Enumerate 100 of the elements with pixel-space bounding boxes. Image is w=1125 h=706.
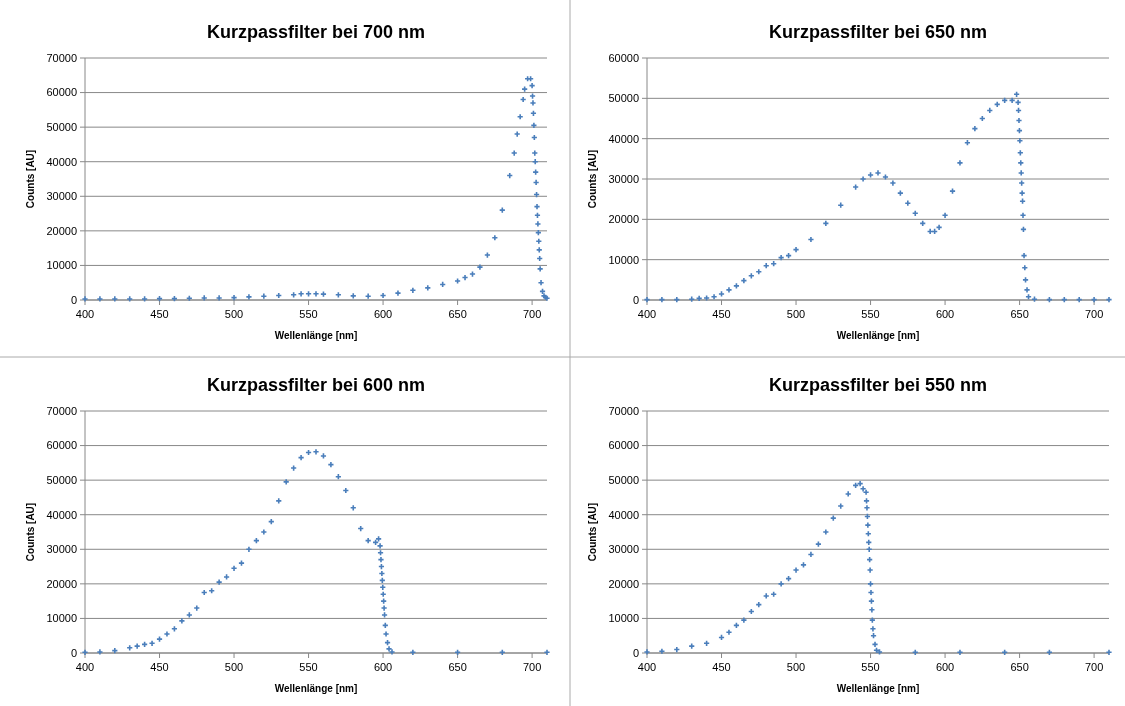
y-tick-label: 20000 — [608, 577, 639, 590]
x-tick-label: 400 — [637, 308, 657, 320]
x-tick-label: 450 — [712, 661, 731, 673]
y-axis-title: Counts [AU] — [587, 149, 598, 209]
x-tick-label: 700 — [1084, 661, 1104, 673]
x-axis-title: Wellenlänge [nm] — [274, 330, 358, 341]
point — [863, 504, 871, 512]
x-tick-label: 550 — [299, 661, 318, 673]
y-tick-label: 20000 — [608, 213, 639, 226]
x-tick-label: 450 — [150, 308, 169, 320]
point — [380, 604, 388, 612]
point — [96, 648, 104, 656]
y-tick-label: 30000 — [46, 190, 77, 203]
y-axis-title: Counts [AU] — [25, 149, 36, 209]
y-tick-label: 50000 — [46, 120, 77, 133]
point — [792, 566, 800, 574]
y-tick-label: 40000 — [608, 132, 639, 145]
y-tick-label: 20000 — [46, 577, 77, 590]
y-tick-label: 60000 — [608, 439, 639, 452]
y-axis-title: Counts [AU] — [587, 502, 598, 562]
point — [725, 628, 733, 636]
chart-title: Kurzpassfilter bei 700 nm — [206, 22, 426, 42]
x-tick-label: 600 — [373, 308, 393, 320]
point — [275, 497, 283, 505]
point — [126, 644, 134, 652]
y-tick-label: 60000 — [46, 86, 77, 99]
point — [282, 478, 290, 486]
x-tick-label: 550 — [861, 661, 880, 673]
point — [215, 578, 223, 586]
y-tick-label: 0 — [632, 646, 639, 659]
y-tick-label: 70000 — [46, 51, 77, 64]
point — [260, 528, 268, 536]
x-axis-title: Wellenlänge [nm] — [274, 683, 358, 694]
x-axis-title: Wellenlänge [nm] — [836, 683, 920, 694]
point — [829, 514, 837, 522]
y-axis-title: Counts [AU] — [25, 502, 36, 562]
y-tick-label: 10000 — [608, 253, 639, 266]
x-tick-label: 650 — [1010, 661, 1029, 673]
y-tick-label: 40000 — [46, 508, 77, 521]
x-tick-label: 500 — [786, 661, 806, 673]
point — [382, 630, 390, 638]
y-tick-label: 60000 — [608, 51, 639, 64]
point — [133, 642, 141, 650]
point — [844, 490, 852, 498]
chart-title: Kurzpassfilter bei 550 nm — [768, 375, 988, 395]
point — [193, 604, 201, 612]
y-tick-label: 0 — [70, 646, 77, 659]
point — [658, 647, 666, 655]
x-tick-label: 650 — [448, 661, 467, 673]
point — [163, 630, 171, 638]
x-tick-label: 650 — [1010, 308, 1029, 320]
point — [376, 542, 384, 550]
y-tick-label: 10000 — [46, 259, 77, 272]
x-tick-label: 700 — [522, 308, 542, 320]
x-tick-label: 700 — [1084, 308, 1104, 320]
y-tick-label: 40000 — [46, 155, 77, 168]
y-tick-label: 0 — [70, 293, 77, 306]
x-tick-label: 600 — [935, 308, 955, 320]
point — [379, 590, 387, 598]
y-tick-label: 30000 — [46, 543, 77, 556]
y-tick-label: 30000 — [608, 543, 639, 556]
y-tick-label: 10000 — [608, 612, 639, 625]
point — [777, 580, 785, 588]
y-tick-label: 70000 — [608, 404, 639, 417]
point — [865, 545, 873, 553]
x-axis-title: Wellenlänge [nm] — [836, 330, 920, 341]
y-tick-label: 70000 — [46, 404, 77, 417]
point — [178, 617, 186, 625]
y-tick-label: 50000 — [608, 92, 639, 105]
point — [388, 648, 396, 656]
point — [349, 504, 357, 512]
point — [869, 625, 877, 633]
x-tick-label: 400 — [75, 661, 95, 673]
point — [312, 448, 320, 456]
x-tick-label: 700 — [522, 661, 542, 673]
y-tick-label: 50000 — [46, 473, 77, 486]
point — [740, 616, 748, 624]
x-tick-label: 600 — [935, 661, 955, 673]
x-tick-label: 550 — [861, 308, 880, 320]
point — [868, 606, 876, 614]
y-tick-label: 60000 — [46, 439, 77, 452]
y-tick-label: 0 — [632, 293, 639, 306]
x-tick-label: 500 — [786, 308, 806, 320]
x-tick-label: 650 — [448, 308, 467, 320]
point — [866, 566, 874, 574]
point — [245, 545, 253, 553]
x-tick-label: 400 — [637, 661, 657, 673]
y-tick-label: 40000 — [608, 508, 639, 521]
x-tick-label: 450 — [150, 661, 169, 673]
y-tick-label: 20000 — [46, 224, 77, 237]
point — [864, 521, 872, 529]
point — [385, 645, 393, 653]
point — [822, 528, 830, 536]
point — [762, 592, 770, 600]
chart-title: Kurzpassfilter bei 650 nm — [768, 22, 988, 42]
x-tick-label: 400 — [75, 308, 95, 320]
y-tick-label: 10000 — [46, 612, 77, 625]
x-tick-label: 500 — [224, 661, 244, 673]
y-tick-label: 50000 — [608, 473, 639, 486]
chart-title: Kurzpassfilter bei 600 nm — [206, 375, 426, 395]
